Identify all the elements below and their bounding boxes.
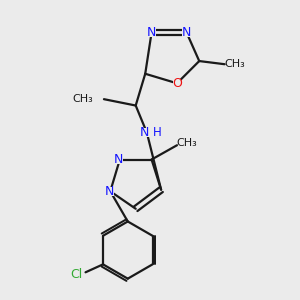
Text: O: O [172, 77, 182, 90]
Text: H: H [153, 126, 162, 139]
Text: N: N [147, 26, 156, 39]
Text: N: N [140, 126, 149, 139]
Bar [173, 79, 181, 87]
Text: N: N [105, 185, 114, 198]
Bar [105, 187, 114, 196]
Text: N: N [114, 153, 124, 166]
Text: Cl: Cl [70, 268, 83, 281]
Text: CH₃: CH₃ [177, 138, 197, 148]
Text: CH₃: CH₃ [72, 94, 93, 104]
Bar [141, 128, 150, 137]
Text: CH₃: CH₃ [224, 59, 245, 69]
Text: N: N [182, 26, 191, 39]
Bar [114, 155, 123, 164]
Bar [182, 28, 191, 37]
Bar [148, 28, 156, 37]
